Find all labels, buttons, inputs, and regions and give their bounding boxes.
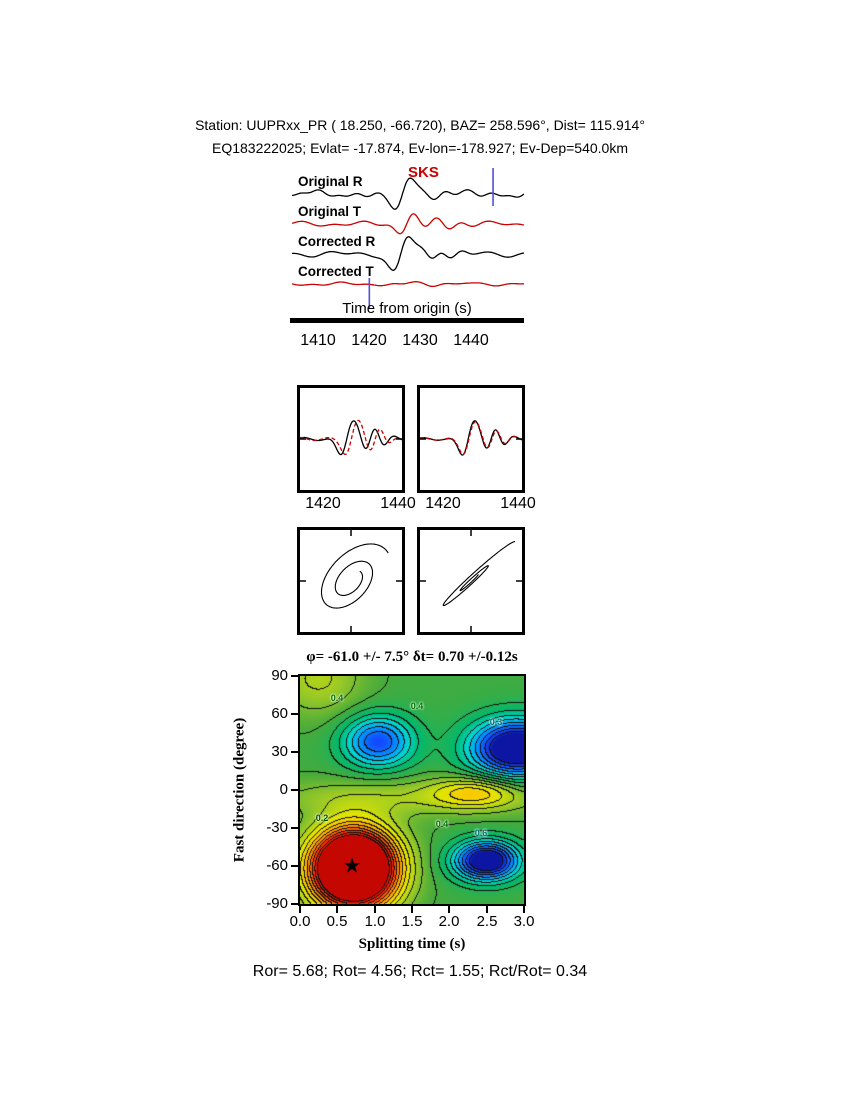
xtick-mark xyxy=(523,906,525,913)
contour-level-label: 0.3 xyxy=(489,717,503,727)
waveform-traces xyxy=(292,168,524,309)
contour-ylabel: Fast direction (degree) xyxy=(231,717,248,863)
component-wave xyxy=(300,419,402,456)
trace-label-original-t: Original T xyxy=(298,204,362,219)
contour-level-label: 0.4 xyxy=(435,819,449,829)
xtick-mark xyxy=(486,906,488,913)
time-tick-label: 1430 xyxy=(402,332,438,349)
error-surface-plot: 0.4 0.4 0.3 0.2 0.4 0.6 ★ xyxy=(298,674,526,906)
best-solution-star: ★ xyxy=(342,854,362,878)
contour-level-label: 0.4 xyxy=(330,693,344,703)
statistics-line: Ror= 5.68; Rot= 4.56; Rct= 1.55; Rct/Rot… xyxy=(252,963,588,980)
contour-level-label: 0.6 xyxy=(474,828,488,838)
ytick-mark xyxy=(291,751,298,753)
component-panel-right xyxy=(417,385,525,493)
xtick-mark xyxy=(411,906,413,913)
component-panel-right-svg xyxy=(420,420,522,456)
ytick-mark xyxy=(291,903,298,905)
ytick-mark xyxy=(291,865,298,867)
xtick-mark xyxy=(336,906,338,913)
trace-label-corrected-r: Corrected R xyxy=(298,234,376,249)
contour-level-label: 0.2 xyxy=(315,813,329,823)
particle-motion-right-svg xyxy=(420,530,522,632)
component-wave xyxy=(420,421,522,455)
xtick-mark xyxy=(299,906,301,913)
trace-corrected-r xyxy=(292,236,524,271)
contour-xtick-label: 2.5 xyxy=(476,913,498,930)
event-header: EQ183222025; Evlat= -17.874, Ev-lon=-178… xyxy=(212,140,628,156)
time-axis-title: Time from origin (s) xyxy=(342,300,472,317)
panel-tick-label: 1420 xyxy=(425,495,461,512)
component-wave xyxy=(420,420,522,456)
contour-xtick-label: 3.0 xyxy=(513,913,535,930)
trace-label-original-r: Original R xyxy=(298,174,363,189)
contour-xlabel: Splitting time (s) xyxy=(358,936,466,952)
splitting-result-title: φ= -61.0 +/- 7.5° δt= 0.70 +/-0.12s xyxy=(306,649,518,665)
uncorrected-particle-motion xyxy=(320,543,389,609)
station-header: Station: UUPRxx_PR ( 18.250, -66.720), B… xyxy=(195,117,645,133)
time-axis-line xyxy=(290,318,524,323)
contour-xtick-label: 0.0 xyxy=(289,913,311,930)
time-tick-label: 1420 xyxy=(351,332,387,349)
xtick-mark xyxy=(448,906,450,913)
contour-xtick-label: 0.5 xyxy=(326,913,348,930)
contour-ytick-label: 60 xyxy=(271,705,288,722)
particle-motion-panel-left xyxy=(297,527,405,635)
ytick-mark xyxy=(291,789,298,791)
contour-ytick-label: -60 xyxy=(266,857,288,874)
component-wave xyxy=(300,420,402,456)
trace-original-r xyxy=(292,177,524,210)
component-panel-left-svg xyxy=(300,419,402,456)
time-tick-label: 1440 xyxy=(453,332,489,349)
corrected-particle-motion xyxy=(442,541,515,607)
contour-ytick-label: 90 xyxy=(271,667,288,684)
component-panel-left xyxy=(297,385,405,493)
contour-xtick-label: 2.0 xyxy=(438,913,460,930)
xtick-mark xyxy=(374,906,376,913)
contour-xtick-label: 1.5 xyxy=(401,913,423,930)
contour-level-label: 0.4 xyxy=(410,701,424,711)
panel-tick-label: 1420 xyxy=(305,495,341,512)
ytick-mark xyxy=(291,713,298,715)
contour-ytick-label: -30 xyxy=(266,819,288,836)
phase-arrival-label: SKS xyxy=(408,164,439,181)
contour-ytick-label: 30 xyxy=(271,743,288,760)
particle-motion-panel-right xyxy=(417,527,525,635)
trace-label-corrected-t: Corrected T xyxy=(298,264,374,279)
ytick-mark xyxy=(291,827,298,829)
contour-ytick-label: 0 xyxy=(279,781,288,798)
panel-tick-label: 1440 xyxy=(500,495,536,512)
panel-tick-label: 1440 xyxy=(380,495,416,512)
time-tick-label: 1410 xyxy=(300,332,336,349)
trace-corrected-t xyxy=(292,281,524,288)
contour-ytick-label: -90 xyxy=(266,895,288,912)
trace-original-t xyxy=(292,213,524,235)
ytick-mark xyxy=(291,675,298,677)
particle-motion-left-svg xyxy=(300,530,402,632)
error-surface-canvas xyxy=(300,676,524,904)
contour-xtick-label: 1.0 xyxy=(364,913,386,930)
